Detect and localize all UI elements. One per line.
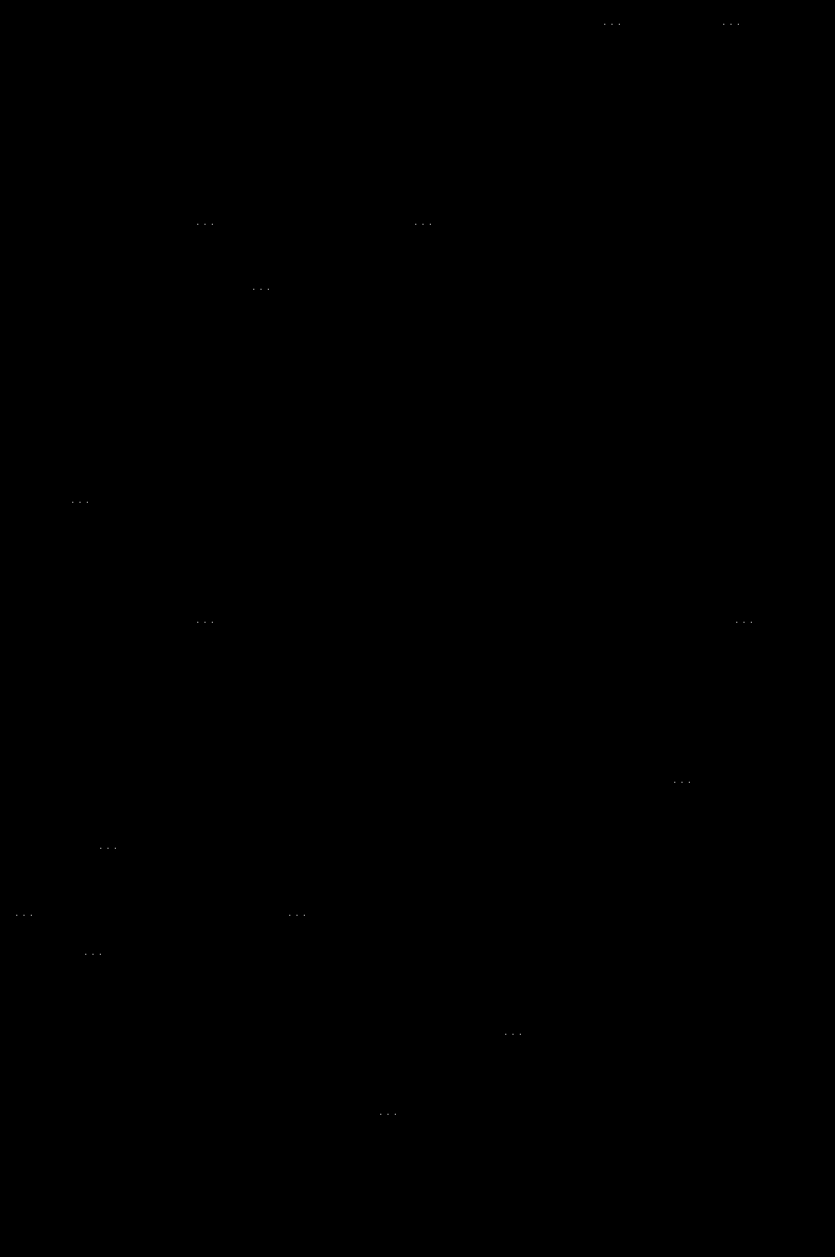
ellipsis-overflow-indicator[interactable]: ...: [673, 773, 695, 786]
ellipsis-overflow-indicator[interactable]: ...: [71, 493, 93, 506]
ellipsis-overflow-indicator[interactable]: ...: [84, 945, 106, 958]
ellipsis-overflow-indicator[interactable]: ...: [379, 1105, 401, 1118]
ellipsis-overflow-indicator[interactable]: ...: [15, 906, 37, 919]
ellipsis-overflow-indicator[interactable]: ...: [196, 215, 218, 228]
ellipsis-overflow-indicator[interactable]: ...: [414, 215, 436, 228]
ellipsis-overflow-indicator[interactable]: ...: [99, 839, 121, 852]
ellipsis-overflow-indicator[interactable]: ...: [504, 1025, 526, 1038]
ellipsis-overflow-indicator[interactable]: ...: [722, 15, 744, 28]
ellipsis-overflow-indicator[interactable]: ...: [603, 15, 625, 28]
ellipsis-overflow-indicator[interactable]: ...: [735, 613, 757, 626]
ellipsis-overflow-indicator[interactable]: ...: [196, 613, 218, 626]
ellipsis-overflow-indicator[interactable]: ...: [252, 280, 274, 293]
ellipsis-overflow-indicator[interactable]: ...: [288, 906, 310, 919]
